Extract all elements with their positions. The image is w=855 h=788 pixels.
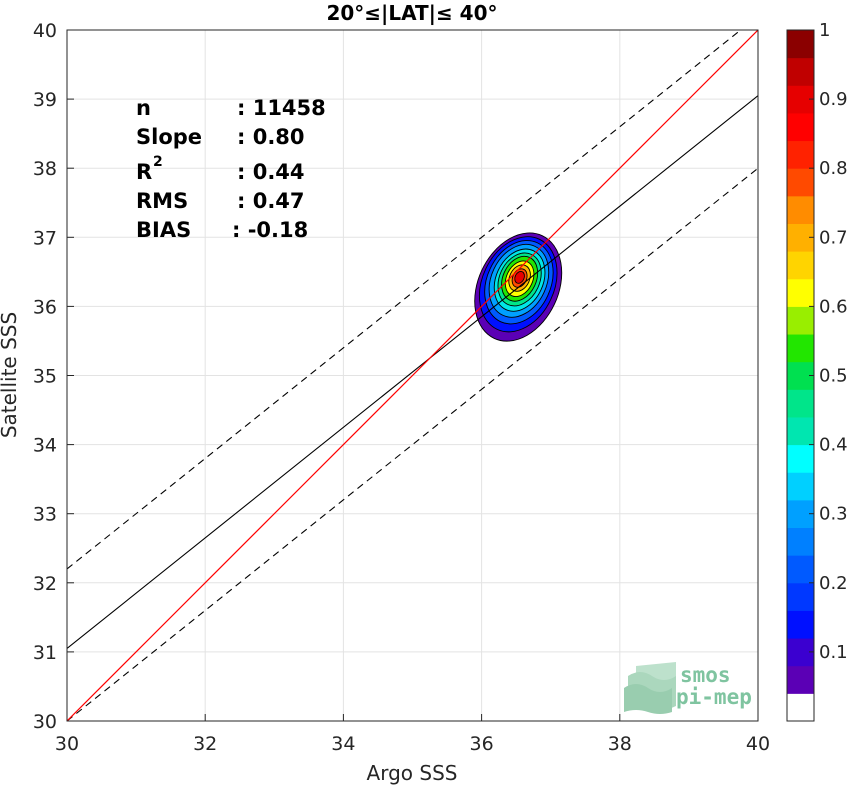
- colorbar-tick-label: 0.4: [819, 435, 848, 456]
- colorbar-ticks: 0.1 0.2 0.3 0.4 0.5 0.6 0.7 0.8 0.9 1: [809, 20, 848, 663]
- colorbar-segment: [787, 57, 814, 86]
- y-tick-label: 33: [33, 504, 57, 526]
- colorbar-segment: [787, 112, 814, 142]
- density-contour-0.9: [514, 270, 525, 284]
- stat-n-value: : 11458: [237, 96, 326, 120]
- smos-pimep-logo: smos pi-mep: [624, 662, 752, 714]
- x-tick-label: 38: [608, 733, 632, 755]
- colorbar-segment: [787, 30, 814, 59]
- logo-wave-icon: [624, 662, 676, 714]
- stat-r2-label: R: [136, 160, 152, 184]
- logo-text-smos: smos: [680, 663, 731, 687]
- upper-bound-line: [67, 30, 742, 570]
- colorbar-segment: [787, 610, 814, 639]
- colorbar-segment: [787, 527, 814, 556]
- stat-slope-label: Slope: [136, 125, 202, 149]
- colorbar-segment: [787, 472, 814, 501]
- colorbar-tick-label: 0.7: [819, 227, 848, 248]
- colorbar-segment: [787, 389, 814, 418]
- colorbar-segment: [787, 195, 814, 224]
- colorbar-segment: [787, 251, 814, 280]
- colorbar-segment: [787, 416, 814, 446]
- y-tick-label: 40: [33, 20, 57, 42]
- one-to-one-line: [67, 30, 758, 721]
- y-tick-label: 39: [33, 89, 57, 111]
- colorbar-tick-label: 0.2: [819, 573, 848, 594]
- stat-slope-value: : 0.80: [237, 125, 305, 149]
- colorbar-tick-label: 0.5: [819, 366, 848, 387]
- y-tick-label: 32: [33, 573, 57, 595]
- colorbar-tick-label: 0.1: [819, 642, 848, 663]
- colorbar-segment: [787, 582, 814, 611]
- colorbar-segment: [787, 665, 814, 694]
- stats-box: n : 11458 Slope : 0.80 R 2 : 0.44 RMS : …: [136, 96, 326, 242]
- stat-r2-superscript: 2: [153, 154, 163, 170]
- x-tick-label: 40: [746, 733, 770, 755]
- logo-text-pimep: pi-mep: [676, 685, 752, 709]
- y-tick-label: 38: [33, 158, 57, 180]
- y-tick-label: 31: [33, 642, 57, 664]
- axis-ticks: 30 32 34 36 38 40 30 31 32 33 34 35 36 37 38 39 40: [33, 20, 770, 755]
- stat-r2-value: : 0.44: [237, 160, 305, 184]
- y-tick-label: 35: [33, 366, 57, 388]
- regression-line: [67, 95, 758, 649]
- colorbar-segment: [787, 306, 814, 335]
- chart-title: 20°≤|LAT|≤ 40°: [326, 1, 497, 25]
- y-axis-title: Satellite SSS: [0, 312, 21, 438]
- x-tick-label: 34: [331, 733, 355, 755]
- x-tick-label: 32: [193, 733, 217, 755]
- lower-bound-line: [67, 167, 758, 721]
- colorbar-tick-label: 0.3: [819, 504, 848, 525]
- colorbar-tick-label: 0.8: [819, 158, 848, 179]
- colorbar-segment: [787, 444, 814, 473]
- reference-lines: [67, 30, 758, 721]
- colorbar-segment: [787, 140, 814, 169]
- colorbar-segment: [787, 168, 814, 197]
- stat-rms-label: RMS: [136, 189, 188, 213]
- colorbar-segment: [787, 555, 814, 584]
- y-tick-label: 37: [33, 227, 57, 249]
- colorbar-tick-label: 1: [819, 20, 830, 41]
- stat-n-label: n: [136, 96, 151, 120]
- x-axis-title: Argo SSS: [367, 761, 458, 785]
- stat-rms-value: : 0.47: [237, 189, 305, 213]
- stat-bias-value: : -0.18: [232, 218, 308, 242]
- x-tick-label: 30: [55, 733, 79, 755]
- x-tick-label: 36: [470, 733, 494, 755]
- colorbar: [787, 30, 814, 722]
- colorbar-segment: [787, 693, 814, 722]
- y-tick-label: 34: [33, 435, 57, 457]
- colorbar-tick-label: 0.9: [819, 89, 848, 110]
- y-tick-label: 30: [33, 711, 57, 733]
- stat-bias-label: BIAS: [136, 218, 191, 242]
- colorbar-segment: [787, 278, 814, 307]
- y-tick-label: 36: [33, 296, 57, 318]
- colorbar-segment: [787, 334, 814, 363]
- colorbar-tick-label: 0.6: [819, 296, 848, 317]
- density-contours: [474, 232, 563, 342]
